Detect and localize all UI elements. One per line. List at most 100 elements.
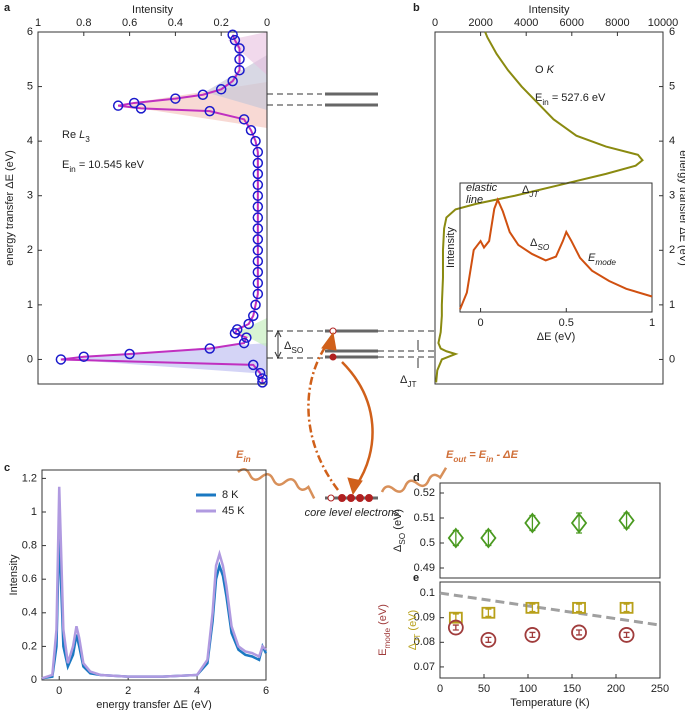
y-tick-label: 5: [27, 80, 33, 92]
plot-frame: [41, 469, 267, 681]
y-tick-label: 5: [669, 80, 675, 92]
y-axis-label: ΔJT (eV): [407, 610, 422, 650]
data-line: [41, 528, 268, 680]
marker: [619, 601, 634, 614]
x-tick-label: 1: [35, 17, 41, 29]
data-point: [252, 146, 264, 158]
annotation: ΔSO: [530, 237, 550, 252]
data-point: [112, 100, 124, 111]
y-axis-label-part: E: [377, 649, 389, 656]
diagram-label-part: - Δ: [493, 449, 510, 461]
error-bar: [529, 631, 536, 639]
diagram-label: Ein: [236, 449, 251, 464]
legend-label: 45 K: [222, 505, 245, 517]
x-axis-label: Intensity: [529, 4, 570, 16]
y-tick-label: 3: [669, 190, 675, 202]
peak-fill: [238, 318, 267, 347]
electron: [365, 494, 373, 502]
annotation-part: in: [542, 98, 549, 107]
diagram-label-part: in: [486, 455, 493, 464]
y-tick-label: 1: [27, 299, 33, 311]
data-point: [252, 245, 264, 256]
y-axis-label: energy transfer ΔE (eV): [4, 150, 16, 266]
diagram-label: ΔSO: [284, 340, 304, 355]
y-tick-label: 0.2: [22, 640, 37, 652]
y-axis-label-part: JT: [413, 634, 422, 643]
data-line: [41, 486, 267, 680]
y-tick-label: 0.6: [22, 573, 37, 585]
y-axis-label-part: Δ: [392, 544, 404, 552]
annotation: Ein = 10.545 keV: [62, 159, 145, 174]
y-axis-label-part: Δ: [407, 642, 419, 650]
x-tick-label: 50: [478, 683, 490, 695]
y-tick-label: 0.08: [414, 636, 435, 648]
data-point: [204, 105, 215, 117]
plot-frame: [439, 581, 661, 679]
diagram-label-part: E: [511, 449, 519, 461]
data-point: [234, 43, 245, 54]
error-bar: [576, 603, 583, 613]
x-tick-label: 0: [432, 17, 438, 29]
diagram-label-part: E: [446, 449, 454, 461]
y-tick-label: 0: [31, 674, 37, 686]
annotation: elastic: [466, 182, 498, 194]
data-point: [252, 255, 264, 267]
diagram-label: ΔJT: [400, 374, 417, 389]
data-line: [459, 197, 653, 310]
marker: [447, 619, 464, 636]
diagram-label-part: out: [453, 455, 467, 464]
y-tick-label: 4: [27, 135, 33, 147]
diagram-label-part: in: [243, 455, 250, 464]
data-point: [248, 359, 259, 371]
annotation: line: [466, 194, 483, 206]
x-tick-label: 250: [651, 683, 669, 695]
y-tick-label: 6: [669, 26, 675, 38]
annotation-part: in: [69, 165, 76, 174]
data-point: [215, 84, 227, 95]
diagram-label-part: SO: [291, 346, 304, 355]
diagram-label: Eout = Ein - ΔE: [446, 449, 519, 464]
x-tick-label: 0.2: [214, 17, 229, 29]
marker: [525, 601, 540, 614]
annotation-part: Re: [62, 129, 79, 141]
peak-fill: [228, 32, 267, 75]
data-point: [227, 29, 238, 40]
annotation-part: 3: [85, 135, 90, 144]
y-tick-label: 0.5: [420, 537, 435, 549]
panel-label: a: [4, 2, 11, 14]
marker: [618, 510, 635, 531]
diagram-label-part: =: [466, 449, 479, 461]
data-point: [254, 367, 266, 379]
x-tick-label: 1: [649, 317, 655, 329]
x-tick-label: 0: [56, 685, 62, 697]
arrow-head: [274, 329, 282, 338]
y-tick-label: 0.8: [22, 540, 37, 552]
arrow-head: [347, 477, 363, 496]
data-point: [128, 97, 140, 109]
marker: [572, 601, 586, 614]
y-tick-label: 0.52: [414, 487, 435, 499]
x-axis-label: energy transfer ΔE (eV): [96, 699, 212, 710]
annotation-part: K: [547, 64, 555, 76]
annotation-part: = 10.545 keV: [76, 159, 145, 171]
y-axis-label: ΔSO (eV): [392, 509, 407, 552]
annotation-part: Δ: [530, 237, 538, 249]
electron: [329, 353, 337, 361]
annotation-part: JT: [528, 190, 539, 199]
y-tick-label: 0.09: [414, 612, 435, 624]
data-point: [252, 277, 264, 289]
panel-label: b: [413, 2, 420, 14]
error-bar: [529, 603, 536, 613]
marker: [481, 606, 496, 619]
y-axis-label-part: (eV): [392, 509, 404, 533]
x-tick-label: 10000: [648, 17, 679, 29]
marker: [618, 627, 635, 643]
x-tick-label: 100: [519, 683, 537, 695]
y-tick-label: 1: [669, 299, 675, 311]
annotation: O K: [535, 64, 555, 76]
outgoing-photon: [380, 467, 448, 493]
legend-label: 8 K: [222, 489, 239, 501]
data-point: [234, 64, 245, 76]
arrow-head: [321, 331, 337, 351]
data-point: [257, 373, 268, 384]
